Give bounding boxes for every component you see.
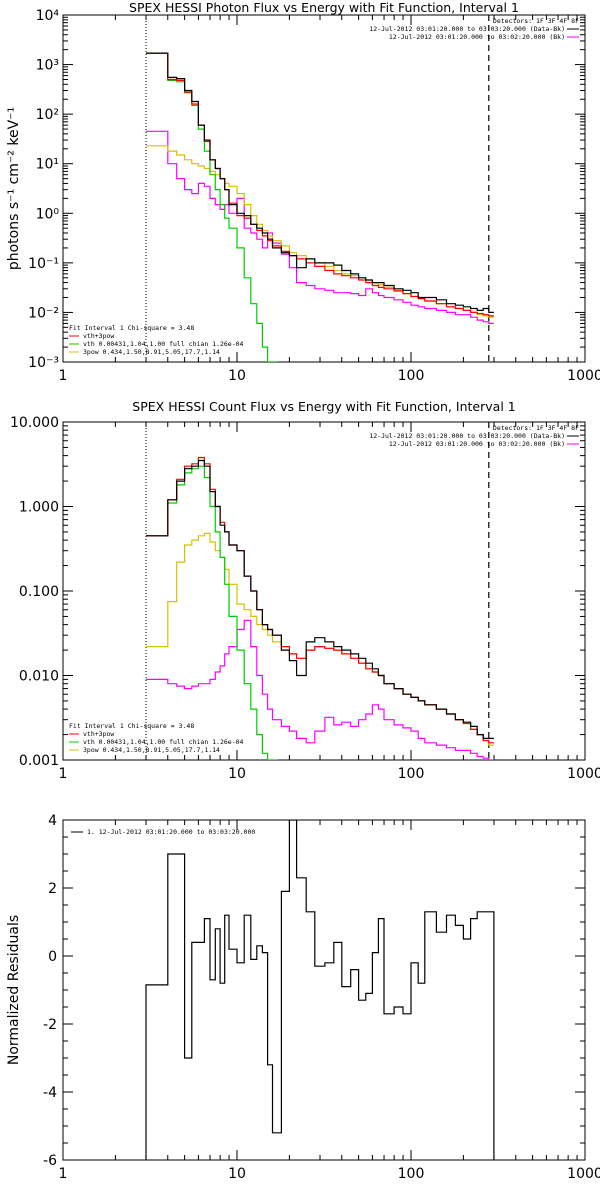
y-tick-label: 10⁻² xyxy=(28,305,59,321)
legend-line: 12-Jul-2012 03:01:20.000 to 03:02:20.000… xyxy=(389,33,565,41)
chart-panel-1: SPEX HESSI Photon Flux vs Energy with Fi… xyxy=(6,0,600,384)
legend-line: Detectors: 1F 3F 4F 8F xyxy=(493,17,579,25)
y-tick-label: 10.000 xyxy=(10,415,59,431)
x-tick-label: 100 xyxy=(398,368,425,384)
y-tick-label: 0.010 xyxy=(19,669,59,685)
y-tick-label: 10¹ xyxy=(36,157,59,173)
x-tick-label: 1 xyxy=(59,368,68,384)
x-tick-label: 1 xyxy=(59,766,68,782)
plot-frame xyxy=(62,14,586,363)
legend-line: vth+3pow xyxy=(83,730,114,738)
legend-line: 3pow 0.434,1.50,8.91,5.05,17.7,1.14 xyxy=(83,746,220,754)
y-tick-label: 0.100 xyxy=(19,584,59,600)
y-axis-label: photons s⁻¹ cm⁻² keV⁻¹ xyxy=(6,107,22,270)
x-tick-label: 1 xyxy=(59,1166,68,1182)
x-tick-label: 100 xyxy=(398,1166,425,1182)
series-vth xyxy=(146,52,278,362)
x-tick-label: 1000 xyxy=(567,1166,600,1182)
legend-line: Detectors: 1F 3F 4F 8F xyxy=(493,424,579,432)
legend-line: vth+3pow xyxy=(83,332,114,340)
x-tick-label: 1000 xyxy=(567,766,600,782)
x-tick-label: 100 xyxy=(398,766,425,782)
series-data-bk xyxy=(146,52,494,313)
legend-line: 1. 12-Jul-2012 03:01:20.000 to 03:03:20.… xyxy=(87,828,255,836)
chart-title: SPEX HESSI Photon Flux vs Energy with Fi… xyxy=(129,0,519,15)
y-tick-label: 10² xyxy=(36,107,59,123)
x-tick-label: 10 xyxy=(228,766,246,782)
y-tick-label: -2 xyxy=(43,1017,57,1033)
series-vth-3pow xyxy=(146,456,494,744)
legend-line: 3pow 0.434,1.50,8.91,5.05,17.7,1.14 xyxy=(83,348,220,356)
legend-line: 12-Jul-2012 03:01:20.000 to 03:02:20.000… xyxy=(389,440,565,448)
legend-line: vth 0.00431,1.04,1.00 full chian 1.26e-0… xyxy=(83,738,244,746)
series-bk xyxy=(146,619,494,760)
series-3pow xyxy=(146,532,494,746)
y-tick-label: 10⁻³ xyxy=(28,355,59,371)
y-tick-label: 10³ xyxy=(36,58,59,74)
y-tick-label: 4 xyxy=(48,813,57,829)
chart-panel-3: 1 10 100 1000 -6 -4 -2 0 2 4 Normalized Residuals 1… xyxy=(6,813,600,1182)
series-data-bk xyxy=(146,459,494,739)
y-tick-label: 10⁰ xyxy=(36,206,60,222)
y-axis-label: Normalized Residuals xyxy=(6,915,22,1065)
legend-line: vth 0.00431,1.04,1.00 full chian 1.26e-0… xyxy=(83,340,244,348)
y-tick-label: 0 xyxy=(48,949,57,965)
x-tick-label: 10 xyxy=(228,1166,246,1182)
series-vth xyxy=(146,465,278,760)
chart-title: SPEX HESSI Count Flux vs Energy with Fit… xyxy=(132,399,515,414)
series-bk xyxy=(146,130,494,324)
y-tick-label: 10⁻¹ xyxy=(28,256,59,272)
y-tick-label: -4 xyxy=(43,1085,57,1101)
x-tick-label: 1000 xyxy=(567,368,600,384)
chart-panel-2: SPEX HESSI Count Flux vs Energy with Fit… xyxy=(10,399,600,782)
y-tick-label: 10⁴ xyxy=(36,8,60,24)
y-tick-label: 2 xyxy=(48,881,57,897)
y-tick-label: -6 xyxy=(43,1153,57,1169)
x-tick-label: 10 xyxy=(228,368,246,384)
series-3pow xyxy=(146,145,494,318)
y-tick-label: 1.000 xyxy=(19,500,59,516)
legend-line: Fit Interval 1 Chi-square = 3.48 xyxy=(69,722,194,730)
series-residuals xyxy=(145,820,495,1160)
legend-line: 12-Jul-2012 03:01:20.000 to 03:03:20.000… xyxy=(369,25,565,33)
plot-frame xyxy=(62,421,586,761)
y-tick-label: 0.001 xyxy=(19,753,59,769)
legend-line: 12-Jul-2012 03:01:20.000 to 03:03:20.000… xyxy=(369,432,565,440)
legend-line: Fit Interval 1 Chi-square = 3.48 xyxy=(69,324,194,332)
plot-frame xyxy=(62,819,586,1161)
